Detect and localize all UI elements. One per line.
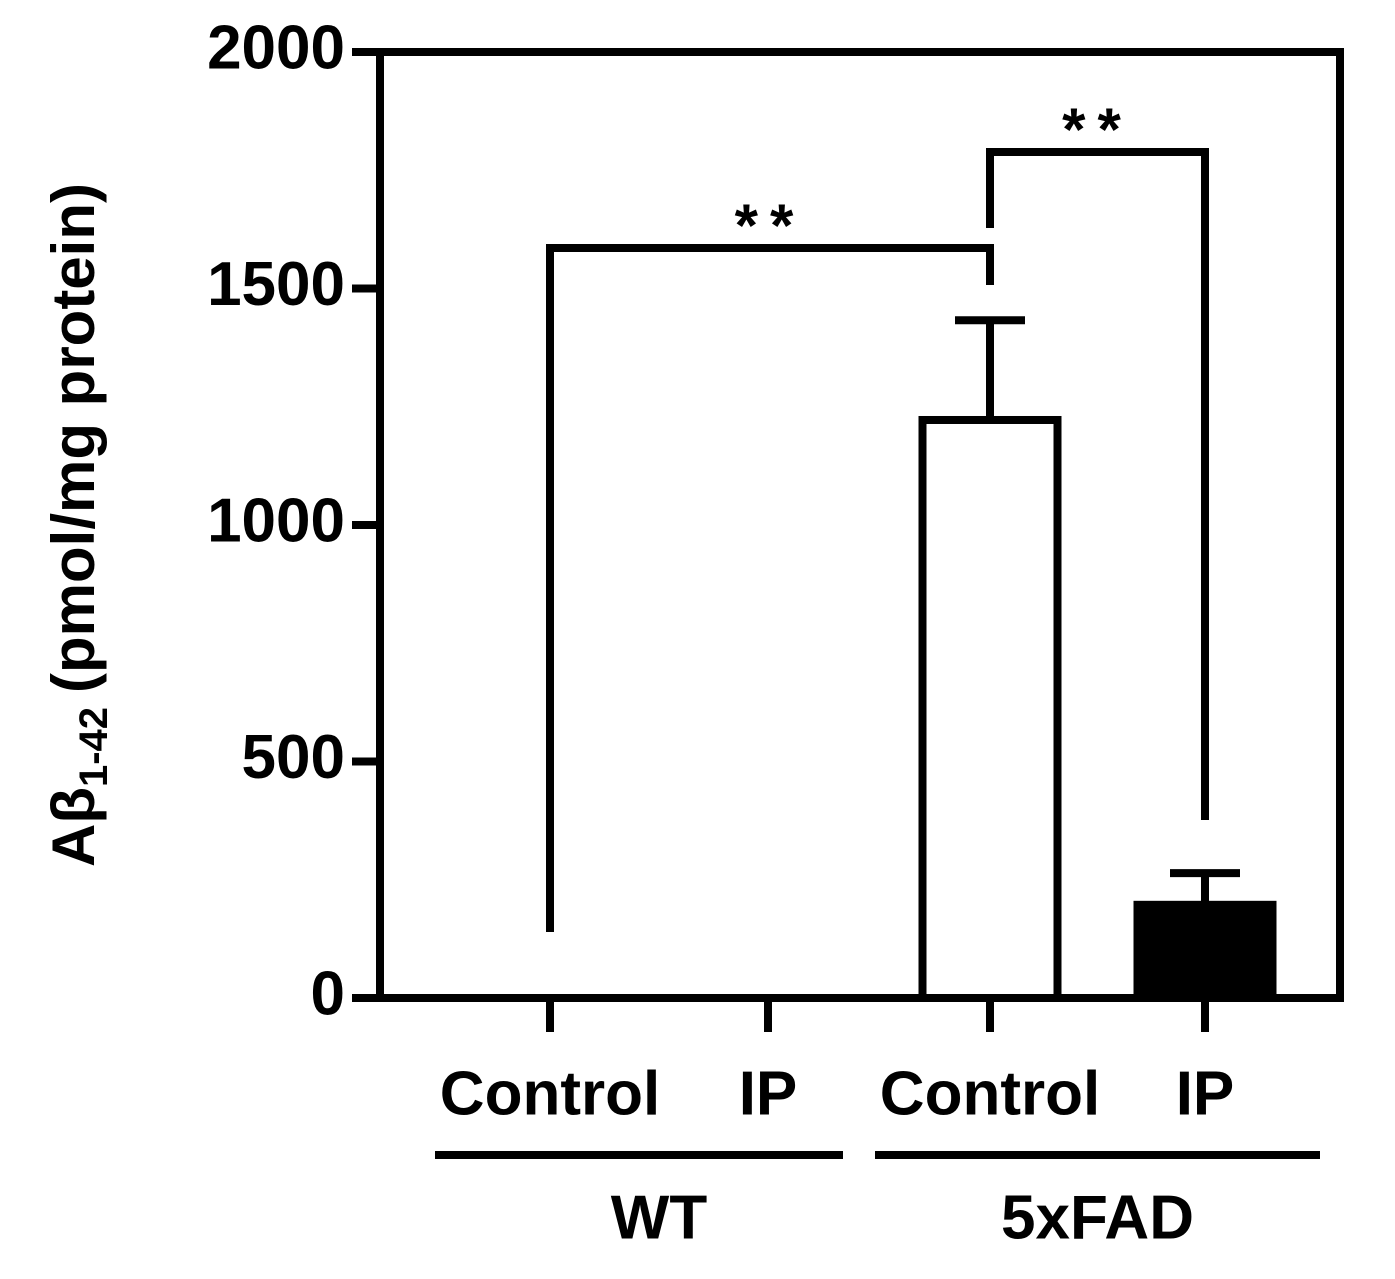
group-label: WT [611,1183,708,1252]
y-tick-label: 500 [242,723,345,792]
y-tick-label: 2000 [207,13,345,82]
x-tick-label: IP [739,1059,798,1128]
error-bar [955,316,1025,420]
x-tick-label: Control [880,1059,1100,1128]
plot-frame [376,48,1344,1002]
bar [1133,900,1277,1002]
y-label-main: Aβ [40,787,107,867]
significance-bracket [986,148,1209,820]
error-bar [1170,869,1240,905]
x-tick-label: Control [440,1059,660,1128]
y-label-sub: 1-42 [72,707,116,787]
group-label: 5xFAD [1001,1183,1194,1252]
significance-bracket [546,244,994,932]
significance-label: ** [1062,96,1133,163]
y-axis-label: Aβ1-42 (pmol/mg protein) [40,183,116,867]
bar [918,415,1062,1002]
y-tick-label: 1000 [207,486,345,555]
y-label-unit: (pmol/mg protein) [40,183,107,693]
significance-label: ** [735,192,806,259]
y-tick-label: 1500 [207,250,345,319]
y-tick-label: 0 [311,959,345,1028]
x-tick-label: IP [1176,1059,1235,1128]
